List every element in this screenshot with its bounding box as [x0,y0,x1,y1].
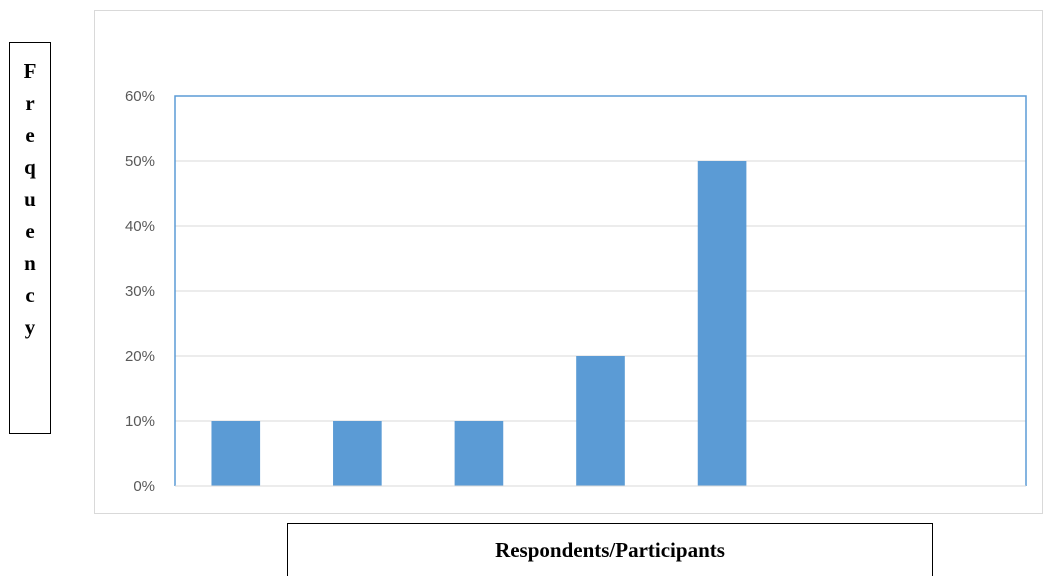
bar [211,421,261,486]
y-axis-label-letter: u [24,187,36,211]
y-axis-label-letter: r [25,91,35,115]
y-axis-label-letter: c [25,283,35,307]
bar [333,421,382,486]
y-axis-label-letter: e [25,219,35,243]
y-axis-label-letter: e [25,123,35,147]
y-tick-label: 40% [125,218,155,235]
y-axis-label-letter: q [24,155,36,179]
bar [454,421,504,486]
y-axis-label-letter: y [24,315,36,339]
bar [697,161,747,486]
y-axis-label-letter: n [24,251,36,275]
y-axis-label-letter: F [23,59,37,83]
x-axis-label-box: Respondents/Participants [287,523,933,576]
x-axis-label: Respondents/Participants [495,537,725,562]
y-tick-label: 20% [125,348,155,365]
y-tick-label: 50% [125,153,155,170]
bar [576,356,625,486]
y-tick-label: 30% [125,283,155,300]
bar-chart: 0% 10% 20% 30% 40% 50% 60% [125,88,1027,495]
y-tick-label: 10% [125,413,155,430]
plot-area-border [174,95,1027,486]
y-tick-label: 60% [125,88,155,105]
chart-frame [94,10,1043,514]
y-tick-label: 0% [133,478,155,495]
